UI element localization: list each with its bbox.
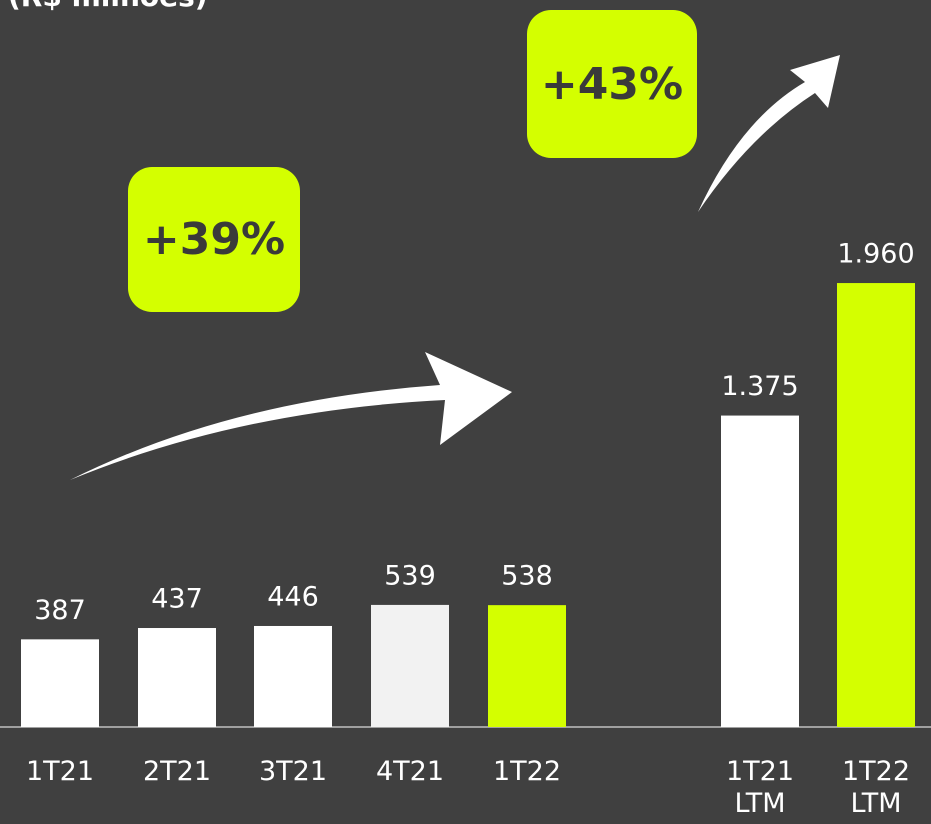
- value-label: 1.375: [721, 371, 798, 402]
- value-label: 437: [151, 584, 203, 615]
- x-tick-label: 1T21 LTM: [725, 756, 795, 819]
- bar: [371, 604, 449, 727]
- growth-arrow: [70, 352, 512, 480]
- value-label: 387: [34, 595, 86, 626]
- value-label: 1.960: [837, 239, 914, 270]
- bar: [21, 639, 99, 727]
- x-tick-label: 2T21: [142, 756, 212, 787]
- x-tick-label: 1T22 LTM: [841, 756, 911, 819]
- x-tick-label: 3T21: [258, 756, 328, 787]
- value-label: 538: [501, 561, 553, 592]
- growth-badge: +43%: [527, 10, 697, 158]
- x-tick-label: 4T21: [375, 756, 445, 787]
- x-tick-label: 1T21: [25, 756, 95, 787]
- bar: [721, 415, 799, 727]
- bar: [837, 283, 915, 727]
- bar: [254, 625, 332, 727]
- chart-title: (R$ milhões): [8, 0, 208, 13]
- x-tick-label: 1T22: [492, 756, 562, 787]
- bar: [138, 628, 216, 727]
- growth-badge: +39%: [128, 167, 300, 312]
- bar: [488, 605, 566, 727]
- growth-arrow: [698, 55, 840, 212]
- value-label: 446: [267, 581, 319, 612]
- value-label: 539: [384, 560, 436, 591]
